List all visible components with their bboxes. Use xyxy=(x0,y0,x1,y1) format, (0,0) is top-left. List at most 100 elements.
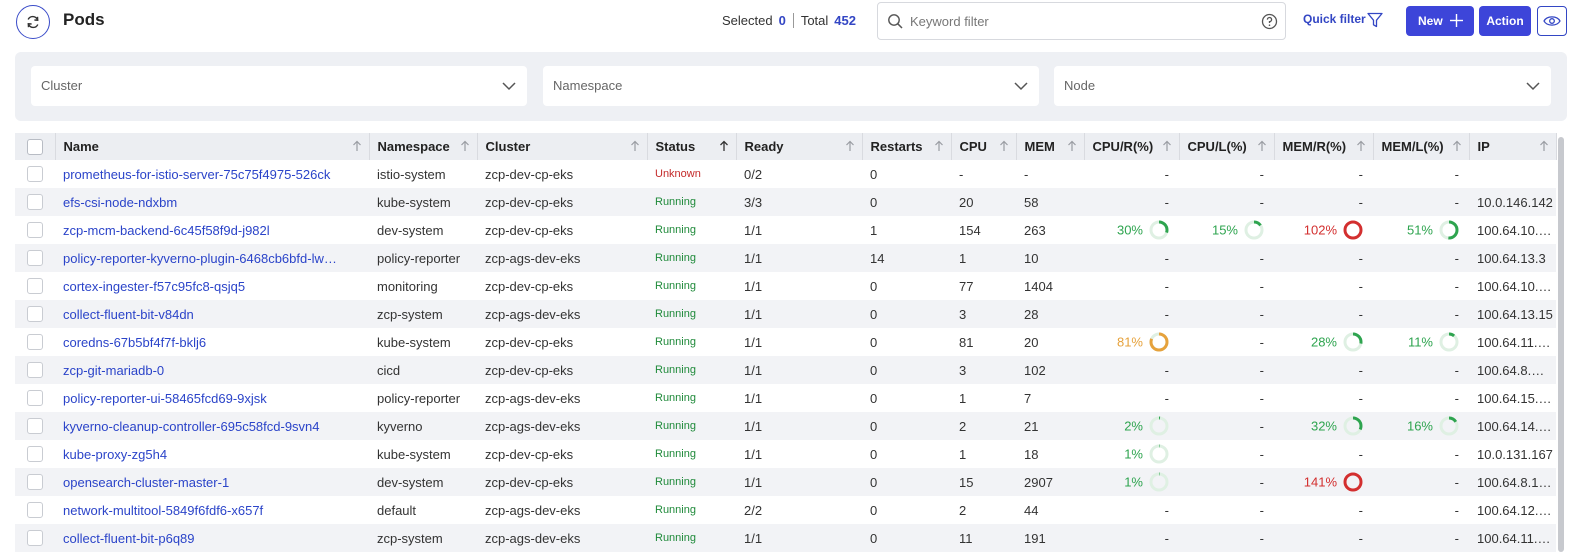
table-scrollbar[interactable] xyxy=(1558,137,1564,552)
pods-table: Name Namespace Cluster Status Ready Rest… xyxy=(15,133,1557,552)
pod-name-link[interactable]: coredns-67b5bf4f7f-bklj6 xyxy=(63,334,207,350)
sort-arrow-icon[interactable] xyxy=(719,140,729,152)
row-checkbox[interactable] xyxy=(27,250,43,267)
pod-name-link[interactable]: policy-reporter-kyverno-plugin-6468cb6bf… xyxy=(63,250,337,266)
pod-name-link[interactable]: zcp-git-mariadb-0 xyxy=(63,362,165,378)
column-header-status[interactable]: Status xyxy=(647,133,737,160)
column-header-mem[interactable]: MEM xyxy=(1016,133,1085,160)
filter-icon[interactable] xyxy=(1366,11,1384,29)
table-row[interactable]: prometheus-for-istio-server-75c75f4975-5… xyxy=(15,160,1556,188)
column-header-ip[interactable]: IP xyxy=(1469,133,1557,160)
table-row[interactable]: collect-fluent-bit-p6q89 zcp-system zcp-ag… xyxy=(15,524,1556,552)
help-icon[interactable] xyxy=(1261,13,1278,30)
row-checkbox[interactable] xyxy=(27,530,43,547)
column-header-mem-limit-pct[interactable]: MEM/L(%) xyxy=(1373,133,1470,160)
column-header-cpu-limit-pct[interactable]: CPU/L(%) xyxy=(1179,133,1275,160)
sort-arrow-icon[interactable] xyxy=(1356,140,1366,152)
table-row[interactable]: efs-csi-node-ndxbm kube-system zcp-dev-cp-… xyxy=(15,188,1556,216)
pod-name-link[interactable]: kyverno-cleanup-controller-695c58fcd-9sv… xyxy=(63,418,320,434)
table-row[interactable]: coredns-67b5bf4f7f-bklj6 kube-system zcp-d… xyxy=(15,328,1556,356)
node-select[interactable]: Node xyxy=(1054,66,1551,106)
usage-ring-icon xyxy=(1439,220,1459,240)
column-header-restarts[interactable]: Restarts xyxy=(862,133,952,160)
table-row[interactable]: kyverno-cleanup-controller-695c58fcd-9sv… xyxy=(15,412,1556,440)
row-checkbox[interactable] xyxy=(27,222,43,239)
row-checkbox[interactable] xyxy=(27,278,43,295)
sort-arrow-icon[interactable] xyxy=(1539,140,1549,152)
pct-value: - xyxy=(1164,531,1169,547)
pod-name-link[interactable]: zcp-mcm-backend-6c45f58f9d-j982l xyxy=(63,222,270,238)
sort-arrow-icon[interactable] xyxy=(1257,140,1267,152)
quick-filter-button[interactable]: Quick filter xyxy=(1303,12,1366,26)
row-checkbox[interactable] xyxy=(27,474,43,491)
keyword-filter-input[interactable] xyxy=(910,11,1250,31)
column-header-name[interactable]: Name xyxy=(55,133,370,160)
pct-value: - xyxy=(1454,195,1459,211)
table-row[interactable]: zcp-mcm-backend-6c45f58f9d-j982l dev-syst… xyxy=(15,216,1556,244)
row-checkbox[interactable] xyxy=(27,390,43,407)
sort-arrow-icon[interactable] xyxy=(845,140,855,152)
restarts-cell: 0 xyxy=(862,300,951,328)
table-row[interactable]: kube-proxy-zg5h4 kube-system zcp-dev-cp-ek… xyxy=(15,440,1556,468)
action-button[interactable]: Action xyxy=(1479,6,1531,36)
row-checkbox[interactable] xyxy=(27,166,43,183)
column-header-ready[interactable]: Ready xyxy=(736,133,863,160)
row-checkbox[interactable] xyxy=(27,306,43,323)
row-checkbox[interactable] xyxy=(27,446,43,463)
selection-counts: Selected 0 Total 452 xyxy=(722,13,856,28)
refresh-button[interactable] xyxy=(16,5,50,39)
sort-arrow-icon[interactable] xyxy=(352,140,362,152)
ready-cell: 1/1 xyxy=(744,446,763,462)
sort-arrow-icon[interactable] xyxy=(1162,140,1172,152)
column-label: MEM/L(%) xyxy=(1381,139,1444,154)
column-header-namespace[interactable]: Namespace xyxy=(369,133,478,160)
pod-name-link[interactable]: network-multitool-5849f6fdf6-x657f xyxy=(63,502,264,518)
table-row[interactable]: zcp-git-mariadb-0 cicd zcp-dev-cp-eks Runni… xyxy=(15,356,1556,384)
pod-name-link[interactable]: policy-reporter-ui-58465fcd69-9xjsk xyxy=(63,390,267,406)
sort-arrow-icon[interactable] xyxy=(1452,140,1462,152)
pod-name-link[interactable]: collect-fluent-bit-p6q89 xyxy=(63,530,195,546)
ip-cell: 100.64.14.… xyxy=(1469,412,1556,440)
mem-cell: 28 xyxy=(1016,300,1084,328)
view-toggle-button[interactable] xyxy=(1537,6,1567,36)
pct-value: - xyxy=(1259,335,1264,351)
pod-name-link[interactable]: prometheus-for-istio-server-75c75f4975-5… xyxy=(63,166,331,182)
sort-arrow-icon[interactable] xyxy=(630,140,640,152)
table-row[interactable]: policy-reporter-ui-58465fcd69-9xjsk polic… xyxy=(15,384,1556,412)
table-row[interactable]: opensearch-cluster-master-1 dev-system zcp… xyxy=(15,468,1556,496)
new-button[interactable]: New xyxy=(1406,6,1474,36)
select-all-cell xyxy=(15,133,56,160)
pod-name-link[interactable]: kube-proxy-zg5h4 xyxy=(63,446,168,462)
row-checkbox[interactable] xyxy=(27,194,43,211)
sort-arrow-icon[interactable] xyxy=(999,140,1009,152)
column-header-cluster[interactable]: Cluster xyxy=(477,133,648,160)
column-header-cpu[interactable]: CPU xyxy=(951,133,1017,160)
row-checkbox[interactable] xyxy=(27,418,43,435)
pod-name-link[interactable]: collect-fluent-bit-v84dn xyxy=(63,306,194,322)
select-all-checkbox[interactable] xyxy=(26,138,43,155)
pod-name-link[interactable]: opensearch-cluster-master-1 xyxy=(63,474,230,490)
column-header-mem-request-pct[interactable]: MEM/R(%) xyxy=(1274,133,1374,160)
sort-arrow-icon[interactable] xyxy=(934,140,944,152)
row-checkbox[interactable] xyxy=(27,334,43,351)
row-checkbox[interactable] xyxy=(27,362,43,379)
cluster-select[interactable]: Cluster xyxy=(31,66,527,106)
pod-name-cell: network-multitool-5849f6fdf6-x657f xyxy=(55,496,369,524)
pod-name-cell: coredns-67b5bf4f7f-bklj6 xyxy=(55,328,369,356)
pod-name-link[interactable]: efs-csi-node-ndxbm xyxy=(63,194,178,210)
table-row[interactable]: network-multitool-5849f6fdf6-x657f defaul… xyxy=(15,496,1556,524)
sort-arrow-icon[interactable] xyxy=(1067,140,1077,152)
namespace-select[interactable]: Namespace xyxy=(543,66,1039,106)
table-row[interactable]: policy-reporter-kyverno-plugin-6468cb6bf… xyxy=(15,244,1556,272)
table-row[interactable]: cortex-ingester-f57c95fc8-qsjq5 monitorin… xyxy=(15,272,1556,300)
column-header-cpu-request-pct[interactable]: CPU/R(%) xyxy=(1084,133,1180,160)
table-row[interactable]: collect-fluent-bit-v84dn zcp-system zcp-ag… xyxy=(15,300,1556,328)
pod-name-link[interactable]: cortex-ingester-f57c95fc8-qsjq5 xyxy=(63,278,246,294)
pct-value: - xyxy=(1164,251,1169,267)
sort-arrow-icon[interactable] xyxy=(460,140,470,152)
cpu-l-pct-cell: - xyxy=(1179,496,1274,524)
refresh-icon xyxy=(27,15,39,29)
column-label: Namespace xyxy=(377,139,450,154)
row-checkbox[interactable] xyxy=(27,502,43,519)
restarts-cell: 0 xyxy=(870,278,878,294)
